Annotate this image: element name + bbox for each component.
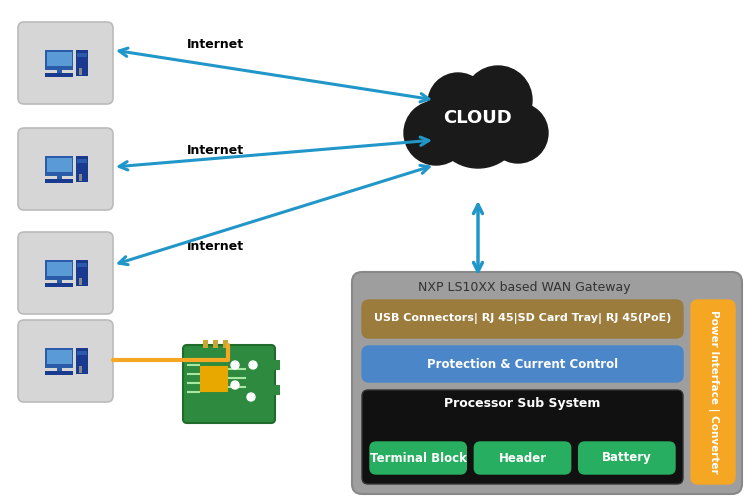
Circle shape <box>231 361 239 369</box>
FancyBboxPatch shape <box>18 128 113 210</box>
Bar <box>79 174 82 180</box>
FancyBboxPatch shape <box>370 442 466 474</box>
Circle shape <box>247 393 255 401</box>
Circle shape <box>464 66 532 134</box>
Bar <box>57 70 62 73</box>
Bar <box>76 156 88 182</box>
FancyBboxPatch shape <box>362 346 683 382</box>
Bar <box>272 385 280 395</box>
Bar <box>77 351 86 355</box>
Bar <box>46 158 72 172</box>
FancyBboxPatch shape <box>362 390 683 484</box>
Bar <box>45 371 74 375</box>
Bar <box>272 360 280 370</box>
Bar <box>76 348 88 374</box>
Bar <box>57 368 62 371</box>
Bar <box>77 53 86 57</box>
Circle shape <box>433 78 523 168</box>
Bar <box>57 280 62 283</box>
Text: Power Interface | Converter: Power Interface | Converter <box>707 310 718 474</box>
Text: Processor Sub System: Processor Sub System <box>444 398 601 410</box>
Circle shape <box>231 381 239 389</box>
Circle shape <box>428 73 488 133</box>
FancyBboxPatch shape <box>18 232 113 314</box>
Bar <box>79 68 82 74</box>
FancyBboxPatch shape <box>183 345 275 423</box>
Text: Terminal Block: Terminal Block <box>370 452 466 464</box>
Text: Header: Header <box>499 452 547 464</box>
Bar <box>45 156 74 176</box>
Bar <box>223 340 228 348</box>
Bar <box>201 367 227 391</box>
Circle shape <box>404 101 468 165</box>
Bar <box>45 50 74 70</box>
FancyBboxPatch shape <box>362 300 683 338</box>
Text: CLOUD: CLOUD <box>444 109 512 127</box>
Bar <box>213 340 218 348</box>
Bar <box>79 278 82 284</box>
Bar <box>79 366 82 372</box>
Bar <box>46 52 72 66</box>
Bar <box>46 262 72 276</box>
Bar <box>45 179 74 183</box>
Text: Internet: Internet <box>187 144 244 156</box>
Bar <box>45 348 74 368</box>
FancyBboxPatch shape <box>18 320 113 402</box>
Bar <box>76 50 88 76</box>
Text: Internet: Internet <box>187 38 244 51</box>
Text: Protection & Current Control: Protection & Current Control <box>427 358 618 370</box>
Bar <box>203 340 208 348</box>
Bar <box>45 260 74 280</box>
Bar <box>45 73 74 77</box>
FancyBboxPatch shape <box>691 300 735 484</box>
Bar <box>77 159 86 163</box>
Text: Internet: Internet <box>187 240 244 254</box>
Text: Battery: Battery <box>602 452 652 464</box>
FancyBboxPatch shape <box>352 272 742 494</box>
FancyBboxPatch shape <box>579 442 675 474</box>
Bar <box>46 350 72 364</box>
Bar <box>57 176 62 179</box>
Circle shape <box>249 361 257 369</box>
Bar <box>76 260 88 286</box>
Circle shape <box>488 103 548 163</box>
FancyBboxPatch shape <box>18 22 113 104</box>
FancyBboxPatch shape <box>474 442 571 474</box>
Text: NXP LS10XX based WAN Gateway: NXP LS10XX based WAN Gateway <box>419 280 631 293</box>
Text: USB Connectors| RJ 45|SD Card Tray| RJ 45(PoE): USB Connectors| RJ 45|SD Card Tray| RJ 4… <box>374 314 671 324</box>
Bar <box>77 263 86 267</box>
Bar <box>45 283 74 287</box>
